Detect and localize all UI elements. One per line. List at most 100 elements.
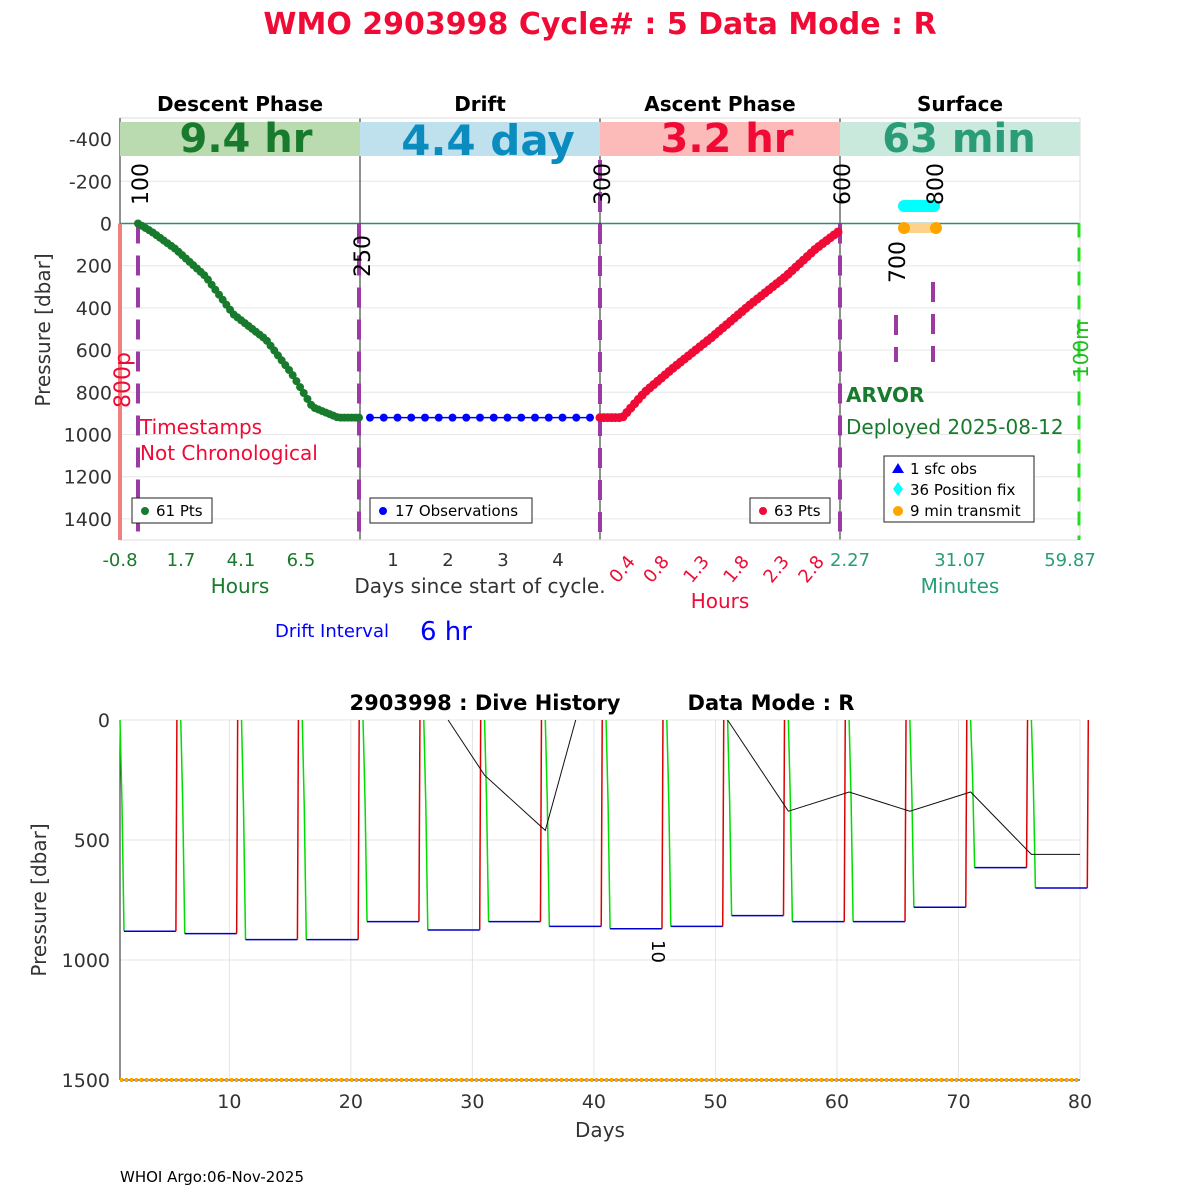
transmit-point <box>898 222 910 234</box>
circle-icon <box>893 506 903 516</box>
surface-x-tick: 59.87 <box>1044 550 1096 571</box>
y-tick-label: 0 <box>100 214 112 236</box>
y-tick-label: 1000 <box>62 950 110 972</box>
ascent-trace <box>965 719 968 908</box>
surface-xlabel: Minutes <box>921 574 1000 598</box>
triangle-icon <box>892 463 904 473</box>
drift-xlabel: Days since start of cycle. <box>354 574 605 598</box>
ascent-trace <box>782 719 786 916</box>
legend-marker <box>379 507 387 515</box>
ascent-trace <box>357 719 360 940</box>
x-tick-label: 80 <box>1068 1091 1092 1113</box>
dive-history-axes: 10 20 30 40 50 60 70 80 0 500 1000 1500 <box>62 710 1092 1113</box>
ascent-xlabel: Hours <box>691 589 750 613</box>
descent-trace <box>119 719 125 932</box>
drift-point <box>586 413 594 422</box>
surface-legend-transmit: 9 min transmit <box>910 502 1021 520</box>
surface-marks <box>898 200 942 234</box>
transmit-point <box>930 222 942 234</box>
drift-profile <box>366 413 594 422</box>
drift-legend: 17 Observations <box>369 497 533 524</box>
ascent-x-tick: 2.8 <box>794 552 828 587</box>
label-800: 800 <box>924 163 949 205</box>
drift-point <box>531 413 539 422</box>
x-tick-label: 10 <box>217 1091 241 1113</box>
footer-credit: WHOI Argo:06-Nov-2025 <box>120 1168 304 1186</box>
x-tick-label: 30 <box>460 1091 484 1113</box>
dive-history-title: 2903998 : Dive History <box>350 691 621 715</box>
y-tick-label: -400 <box>69 129 112 151</box>
descent-trace <box>423 719 429 931</box>
drift-point <box>544 413 553 422</box>
drift-x-tick: 2 <box>442 550 453 571</box>
ascent-legend-text: 63 Pts <box>774 502 821 520</box>
ascent-trace <box>478 719 482 931</box>
y-tick-label: 500 <box>74 830 110 852</box>
red-depth-bar <box>118 223 122 540</box>
descent-trace <box>362 719 368 922</box>
surface-legend-obs: 1 sfc obs <box>910 460 977 478</box>
surface-duration-band <box>840 122 1080 156</box>
descent-trace <box>909 719 915 908</box>
ascent-x-tick: 0.8 <box>639 552 673 587</box>
y-tick-label: 200 <box>76 256 112 278</box>
ascent-legend: 63 Pts <box>749 497 831 524</box>
ascent-trace <box>418 719 421 922</box>
drift-interval-label: Drift Interval <box>275 621 389 642</box>
drift-point <box>448 413 457 422</box>
dive-history-lines <box>119 719 1090 1082</box>
x-tick-label: 60 <box>825 1091 849 1113</box>
descent-header: Descent Phase <box>157 92 323 116</box>
descent-point <box>296 383 305 392</box>
descent-x-tick: 6.5 <box>287 550 316 571</box>
label-250: 250 <box>351 235 376 277</box>
descent-point <box>292 377 301 386</box>
legend-marker <box>141 507 149 515</box>
ascent-trace <box>904 719 907 922</box>
label-700: 700 <box>886 241 911 283</box>
descent-xlabel: Hours <box>211 574 270 598</box>
descent-x-tick: 4.1 <box>227 550 256 571</box>
ascent-duration-band <box>600 122 840 156</box>
descent-trace <box>240 719 247 940</box>
top-ylabel: Pressure [dbar] <box>31 253 55 406</box>
surface-duration: 63 min <box>882 116 1035 162</box>
descent-x-tick: -0.8 <box>102 550 137 571</box>
descent-trace <box>787 719 794 922</box>
y-tick-label: 800 <box>76 382 112 404</box>
drift-x-tick: 1 <box>387 550 398 571</box>
dive-history-xlabel: Days <box>575 1118 625 1142</box>
descent-trace <box>544 719 551 927</box>
drift-point <box>517 413 526 422</box>
ascent-x-tick: 0.4 <box>605 552 639 587</box>
x-tick-label: 70 <box>946 1091 970 1113</box>
drift-point <box>572 413 581 422</box>
drift-point <box>393 413 402 422</box>
y-tick-label: 1200 <box>64 467 112 489</box>
descent-trace <box>301 719 308 940</box>
drift-x-tick: 3 <box>497 550 508 571</box>
surface-x-tick: 2.27 <box>830 550 870 571</box>
descent-trace <box>848 719 854 922</box>
y-tick-label: 400 <box>76 298 112 320</box>
drift-point <box>379 413 388 422</box>
descent-point <box>355 413 363 422</box>
ascent-x-tick: 2.3 <box>759 552 793 587</box>
drift-point <box>503 413 512 422</box>
surface-legend-position: 36 Position fix <box>910 481 1015 499</box>
descent-trace <box>969 719 976 868</box>
drift-interval-value: 6 hr <box>420 617 472 647</box>
ascent-trace <box>175 719 178 932</box>
ascent-trace <box>1086 719 1090 889</box>
deployed-date: Deployed 2025-08-12 <box>846 415 1064 439</box>
ascent-trace <box>235 719 239 934</box>
y-tick-label: 1500 <box>62 1070 110 1092</box>
descent-trace <box>180 719 186 934</box>
surface-legend: 1 sfc obs 36 Position fix 9 min transmit <box>883 455 1035 523</box>
drift-duration: 4.4 day <box>401 116 575 165</box>
drift-header: Drift <box>454 92 506 116</box>
dive-history-data-mode: Data Mode : R <box>688 691 855 715</box>
surface-track-line <box>447 719 1080 855</box>
ascent-trace <box>539 719 543 922</box>
ascent-trace <box>721 719 725 927</box>
